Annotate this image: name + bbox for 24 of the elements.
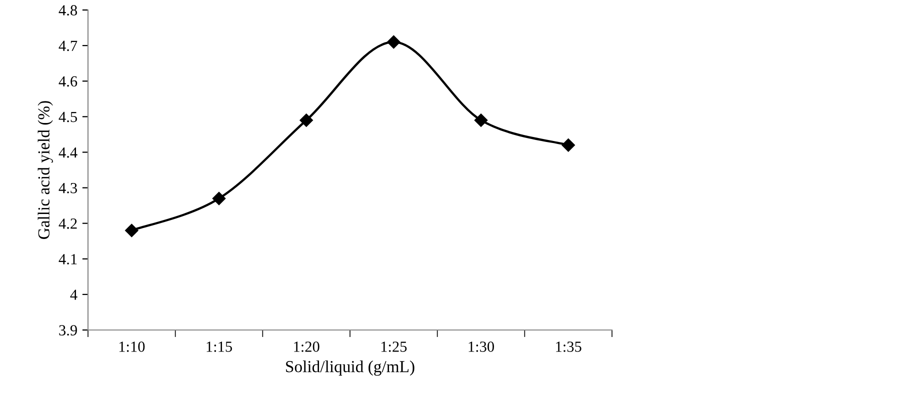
point: [474, 114, 488, 127]
y-tick-label: 4.1: [58, 254, 77, 264]
x-tick-label: 1:30: [468, 342, 494, 352]
y-tick-label: 4.8: [58, 5, 77, 16]
point: [300, 114, 313, 127]
y-tick-label: 4.5: [58, 112, 77, 122]
x-tick-label: 1:10: [119, 342, 145, 352]
y-tick-label: 4.4: [58, 147, 78, 158]
point: [562, 138, 575, 152]
x-tick-label: 1:15: [206, 342, 232, 352]
y-axis-title: Gallic acid yield (%): [38, 101, 53, 239]
y-tick-label: 4.3: [58, 182, 77, 194]
y-tick-label: 4: [70, 290, 78, 300]
x-tick-label: 1:35: [556, 342, 582, 352]
y-tick-label: 4.7: [58, 40, 78, 52]
x-tick-label: 1:20: [294, 342, 320, 352]
y-tick-label: 3.9: [59, 325, 77, 336]
x-tick-label: 1:25: [381, 342, 407, 352]
point: [387, 35, 400, 49]
point: [125, 224, 138, 238]
point: [212, 192, 226, 206]
x-axis-title: Solid/liquid (g/mL): [286, 360, 414, 376]
y-tick-label: 4.2: [58, 218, 77, 229]
y-tick-label: 4.6: [58, 76, 78, 87]
